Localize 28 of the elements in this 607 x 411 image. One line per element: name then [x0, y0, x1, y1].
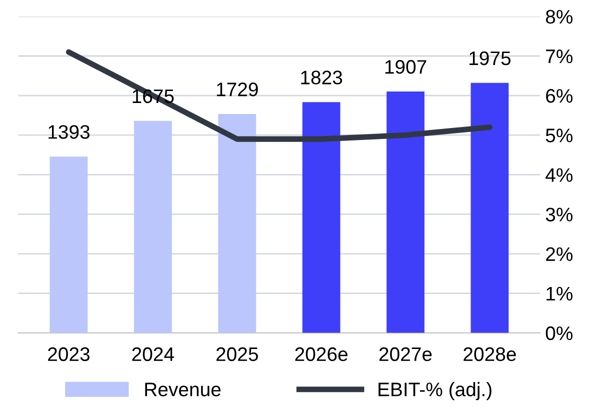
bar: [386, 92, 424, 333]
bar: [470, 82, 509, 333]
x-tick-label: 2023: [48, 347, 90, 362]
y2-tick-label: 4%: [546, 168, 573, 182]
data-label: 1393: [48, 125, 90, 139]
bar: [302, 102, 340, 333]
legend-label: EBIT-% (adj.): [378, 382, 492, 400]
y2-tick-label: 2%: [546, 247, 573, 261]
data-label: 1907: [385, 60, 426, 74]
bar: [134, 120, 172, 333]
data-label: 1823: [301, 70, 342, 84]
y2-tick-label: 8%: [546, 10, 573, 24]
x-tick-label: 2024: [132, 347, 174, 362]
bar: [50, 156, 88, 333]
data-label: 1975: [470, 51, 511, 66]
x-tick-label: 2027e: [379, 347, 432, 362]
data-label: 1729: [216, 82, 258, 96]
y2-tick-label: 7%: [546, 50, 573, 64]
x-tick-label: 2025: [216, 347, 258, 362]
y2-tick-label: 6%: [546, 89, 573, 103]
y2-tick-label: 1%: [546, 286, 573, 301]
y2-tick-label: 3%: [546, 208, 573, 222]
y2-tick-label: 0%: [546, 326, 573, 340]
x-tick-label: 2028e: [464, 347, 516, 362]
y2-tick-label: 5%: [546, 128, 573, 142]
bar: [218, 114, 256, 333]
legend-label: Revenue: [145, 382, 221, 396]
x-tick-label: 2026e: [295, 347, 348, 362]
